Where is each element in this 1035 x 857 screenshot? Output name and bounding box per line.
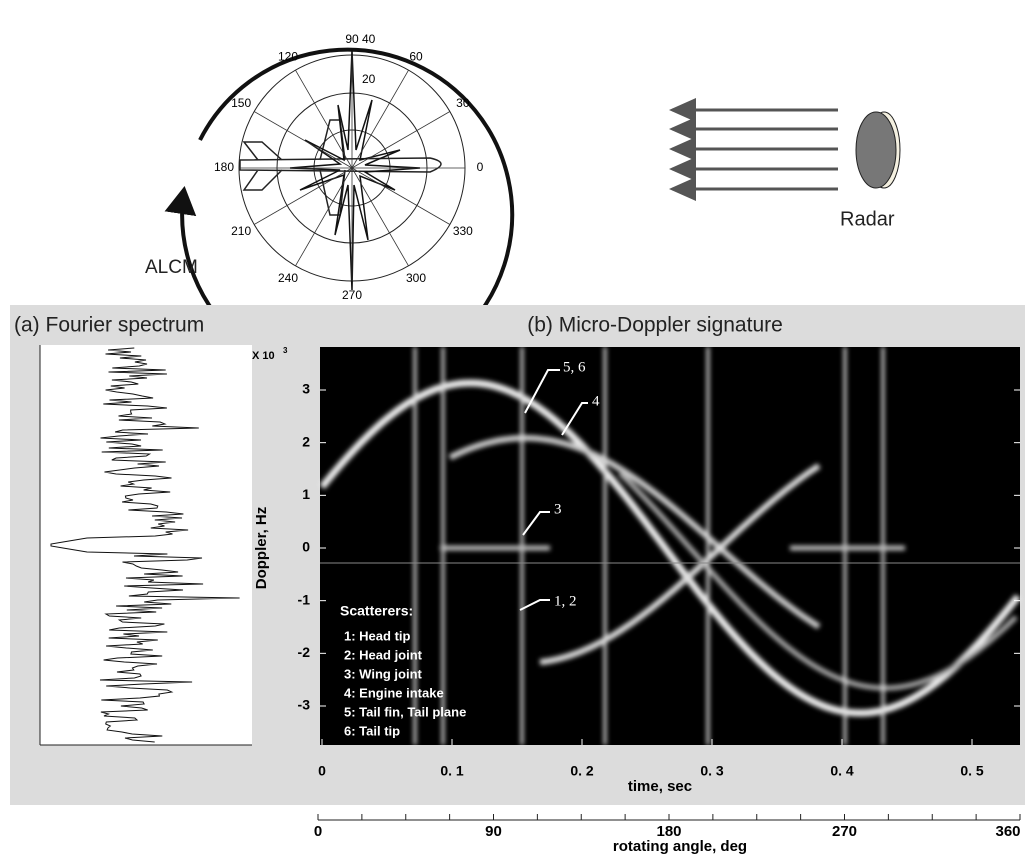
legend-item: 5: Tail fin, Tail plane <box>344 704 466 719</box>
polar-spoke <box>351 111 451 169</box>
polar-spoke <box>351 167 451 225</box>
x-tick-label: 0. 4 <box>830 763 854 779</box>
trace <box>448 435 821 630</box>
x-tick-label: 0. 3 <box>700 763 724 779</box>
y-exponent: 3 <box>283 346 288 355</box>
y-tick-label: 1 <box>302 486 310 502</box>
rcs-pattern <box>289 49 421 291</box>
radial-label: 20 <box>362 72 376 86</box>
annotation: 1, 2 <box>554 593 577 609</box>
y-multiplier: X 10 <box>252 350 275 362</box>
annotation: 4 <box>592 393 600 409</box>
angle-label: 120 <box>278 49 298 63</box>
annotations: 5, 6 4 3 1, 2 Scatterers: <box>340 359 600 618</box>
y-label: Doppler, Hz <box>253 507 270 590</box>
angle-label: 60 <box>409 49 423 63</box>
annotation: 3 <box>554 501 562 517</box>
angle-label: 30 <box>456 96 470 110</box>
y-tick-label: -3 <box>298 697 311 713</box>
annotation: 5, 6 <box>563 359 586 375</box>
y-tick-label: 0 <box>302 539 310 555</box>
fourier-trace <box>50 347 240 743</box>
y-tick-label: -1 <box>298 591 311 607</box>
angle-label: 270 <box>342 288 362 302</box>
polar-spoke <box>253 167 353 225</box>
angle-tick-label: 360 <box>995 823 1020 840</box>
angle-tick-label: 270 <box>832 823 857 840</box>
angle-tick-label: 90 <box>485 823 502 840</box>
x-tick-label: 0 <box>318 763 326 779</box>
radar: Radar <box>669 98 901 230</box>
leader-lines <box>519 369 588 611</box>
legend-item: 1: Head tip <box>344 628 411 643</box>
x-tick-label: 0. 2 <box>570 763 594 779</box>
y-tick-label: 3 <box>302 381 310 397</box>
aircraft-outline <box>239 119 442 216</box>
angle-label: 240 <box>278 271 298 285</box>
legend-item: 6: Tail tip <box>344 723 400 738</box>
angle-tick-label: 180 <box>656 823 681 840</box>
polar-spoke <box>351 167 409 267</box>
y-tick-label: 2 <box>302 433 310 449</box>
fourier-plot <box>40 345 252 745</box>
angle-label: 90 <box>345 32 359 46</box>
x-tick-label: 0. 5 <box>960 763 984 779</box>
radar-label: Radar <box>840 208 895 230</box>
polar-spoke <box>295 69 353 169</box>
fourier-title: (a) Fourier spectrum <box>14 314 204 337</box>
trace <box>618 471 1018 691</box>
polar-plot: 40 20 ALCM 0 30 60 90 120 150 180 210 240 270 300 3… <box>145 32 515 382</box>
legend-item: 2: Head joint <box>344 647 423 662</box>
legend: 1: Head tip 2: Head joint 3: Wing joint 4: … <box>344 628 466 738</box>
radial-label: 40 <box>362 32 376 46</box>
legend-item: 4: Engine intake <box>344 685 444 700</box>
angle-label: 150 <box>231 96 251 110</box>
doppler-title: (b) Micro-Doppler signature <box>527 314 783 337</box>
polar-spoke <box>295 167 353 267</box>
polar-spoke <box>351 69 409 169</box>
doppler-traces <box>319 347 1021 745</box>
radar-dish <box>855 111 897 189</box>
y-tick-label: -2 <box>298 644 311 660</box>
angle-label: 330 <box>453 224 473 238</box>
angle-tick-label: 0 <box>314 823 322 840</box>
angle-label: 180 <box>214 160 234 174</box>
legend-item: 3: Wing joint <box>344 666 423 681</box>
polar-spoke <box>253 111 353 169</box>
target-label: ALCM <box>145 257 198 278</box>
x-tick-label: 0. 1 <box>440 763 464 779</box>
x-label: time, sec <box>628 778 692 795</box>
angle-label: 0 <box>477 160 484 174</box>
angle-label: 210 <box>231 224 251 238</box>
angle-label: rotating angle, deg <box>613 838 747 855</box>
ticks: 3 2 1 0 -1 -2 -3 0 0. 1 0. 2 0. 3 0. 4 0. 5 0 90 180 270… <box>298 381 1021 840</box>
legend-title: Scatterers: <box>340 603 413 619</box>
trace <box>319 379 1021 717</box>
angle-label: 300 <box>406 271 426 285</box>
trace <box>539 463 821 666</box>
